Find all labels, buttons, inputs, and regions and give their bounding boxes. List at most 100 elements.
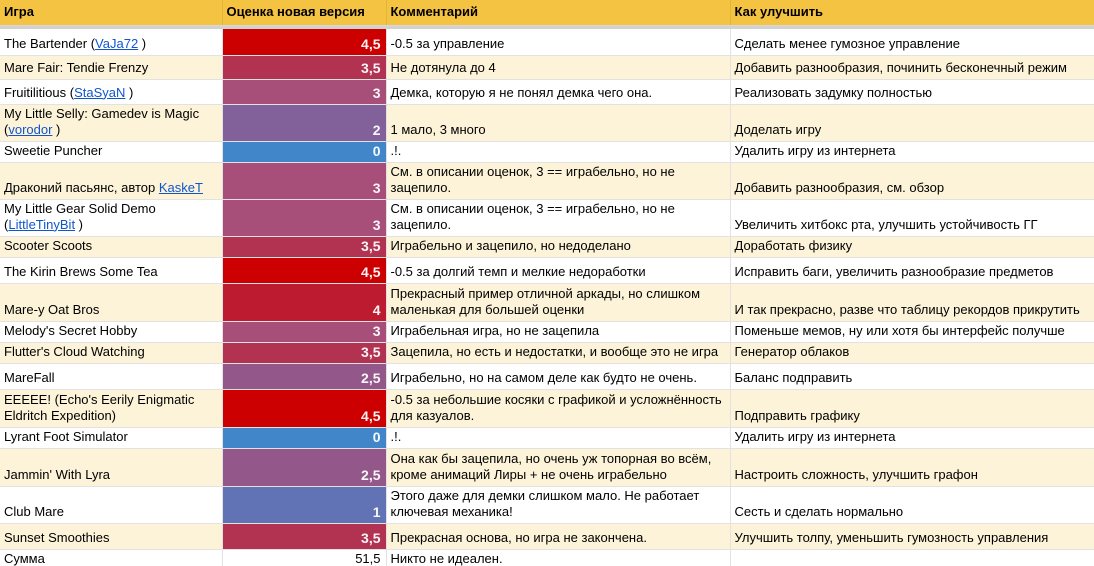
improvement-cell[interactable]: Сесть и сделать нормально: [730, 486, 1094, 524]
comment-cell[interactable]: См. в описании оценок, 3 == играбельно, …: [386, 199, 731, 237]
game-cell[interactable]: Flutter's Cloud Watching: [0, 342, 223, 364]
rating-cell[interactable]: 1: [222, 486, 387, 524]
comment-cell[interactable]: Этого даже для демки слишком мало. Не ра…: [386, 486, 731, 524]
column-header-rating[interactable]: Оценка новая версия: [222, 0, 387, 26]
table-row: Flutter's Cloud Watching 3,5 Зацепила, н…: [0, 342, 1094, 364]
improvement-cell[interactable]: Баланс подправить: [730, 363, 1094, 390]
improvement-cell[interactable]: Поменьше мемов, ну или хотя бы интерфейс…: [730, 321, 1094, 343]
rating-cell[interactable]: 0: [222, 141, 387, 163]
table-row: EEEEE! (Echo's Eerily Enigmatic Eldritch…: [0, 389, 1094, 428]
rating-cell[interactable]: 0: [222, 427, 387, 449]
rating-cell[interactable]: 4: [222, 283, 387, 322]
column-header-improve[interactable]: Как улучшить: [730, 0, 1094, 26]
game-name-suffix: ): [125, 84, 134, 100]
game-name-suffix: ): [52, 121, 61, 137]
rating-cell[interactable]: 3: [222, 79, 387, 105]
table-row: Club Mare 1 Этого даже для демки слишком…: [0, 486, 1094, 524]
improvement-cell[interactable]: Исправить баги, увеличить разнообразие п…: [730, 257, 1094, 284]
game-cell[interactable]: My Little Selly: Gamedev is Magic (vorod…: [0, 104, 223, 142]
improvement-cell[interactable]: Добавить разнообразия, см. обзор: [730, 162, 1094, 200]
game-cell[interactable]: Mare-y Oat Bros: [0, 283, 223, 322]
column-header-game[interactable]: Игра: [0, 0, 223, 26]
table-row: Mare Fair: Tendie Frenzy 3,5 Не дотянула…: [0, 55, 1094, 80]
rating-cell[interactable]: 3: [222, 162, 387, 200]
improvement-cell[interactable]: Реализовать задумку полностью: [730, 79, 1094, 105]
rating-cell[interactable]: 3,5: [222, 523, 387, 550]
comment-cell[interactable]: Она как бы зацепила, но очень уж топорна…: [386, 448, 731, 487]
game-cell[interactable]: Драконий пасьянс, автор KaskeT: [0, 162, 223, 200]
improvement-cell[interactable]: Настроить сложность, улучшить графон: [730, 448, 1094, 487]
improvement-cell[interactable]: Сделать менее гумозное управление: [730, 29, 1094, 56]
comment-cell[interactable]: Играбельно, но на самом деле как будто н…: [386, 363, 731, 390]
game-cell[interactable]: Sweetie Puncher: [0, 141, 223, 163]
comment-cell[interactable]: .!.: [386, 427, 731, 449]
rating-cell[interactable]: 3,5: [222, 342, 387, 364]
comment-cell[interactable]: Никто не идеален.: [386, 549, 731, 566]
comment-cell[interactable]: Демка, которую я не понял демка чего она…: [386, 79, 731, 105]
comment-cell[interactable]: Прекрасная основа, но игра не закончена.: [386, 523, 731, 550]
comment-cell[interactable]: См. в описании оценок, 3 == играбельно, …: [386, 162, 731, 200]
improvement-cell[interactable]: Удалить игру из интернета: [730, 427, 1094, 449]
game-cell[interactable]: Scooter Scoots: [0, 236, 223, 258]
improvement-cell[interactable]: Улучшить толпу, уменьшить гумозность упр…: [730, 523, 1094, 550]
game-cell[interactable]: Сумма: [0, 549, 223, 566]
comment-cell[interactable]: 1 мало, 3 много: [386, 104, 731, 142]
author-link[interactable]: StaSyaN: [74, 84, 126, 100]
rating-cell[interactable]: 2,5: [222, 448, 387, 487]
author-link[interactable]: KaskeT: [158, 179, 203, 195]
game-name: Драконий пасьянс, автор: [4, 179, 159, 195]
comment-cell[interactable]: Играбельная игра, но не зацепила: [386, 321, 731, 343]
rating-cell[interactable]: 2: [222, 104, 387, 142]
game-name: Сумма: [4, 550, 45, 566]
game-cell[interactable]: Lyrant Foot Simulator: [0, 427, 223, 449]
improvement-cell[interactable]: Добавить разнообразия, починить бесконеч…: [730, 55, 1094, 80]
improvement-cell[interactable]: Увеличить хитбокс рта, улучшить устойчив…: [730, 199, 1094, 237]
rating-cell[interactable]: 3: [222, 321, 387, 343]
game-cell[interactable]: Club Mare: [0, 486, 223, 524]
game-name: Flutter's Cloud Watching: [4, 343, 145, 359]
rating-cell[interactable]: 3,5: [222, 55, 387, 80]
game-cell[interactable]: My Little Gear Solid Demo (LittleTinyBit…: [0, 199, 223, 237]
game-name: Club Mare: [4, 503, 64, 519]
table-row: MareFall 2,5 Играбельно, но на самом дел…: [0, 363, 1094, 390]
game-cell[interactable]: The Bartender (VaJa72 ): [0, 29, 223, 56]
improvement-cell[interactable]: Генератор облаков: [730, 342, 1094, 364]
comment-cell[interactable]: -0.5 за небольшие косяки с графикой и ус…: [386, 389, 731, 428]
improvement-cell[interactable]: И так прекрасно, разве что таблицу рекор…: [730, 283, 1094, 322]
game-cell[interactable]: Sunset Smoothies: [0, 523, 223, 550]
comment-cell[interactable]: .!.: [386, 141, 731, 163]
comment-cell[interactable]: Играбельно и зацепило, но недоделано: [386, 236, 731, 258]
rating-cell[interactable]: 4,5: [222, 257, 387, 284]
game-name: Mare Fair: Tendie Frenzy: [4, 59, 149, 75]
improvement-cell[interactable]: Доработать физику: [730, 236, 1094, 258]
rating-cell[interactable]: 4,5: [222, 29, 387, 56]
improvement-cell[interactable]: Доделать игру: [730, 104, 1094, 142]
game-cell[interactable]: Jammin' With Lyra: [0, 448, 223, 487]
game-cell[interactable]: Melody's Secret Hobby: [0, 321, 223, 343]
column-header-comment[interactable]: Комментарий: [386, 0, 731, 26]
game-cell[interactable]: The Kirin Brews Some Tea: [0, 257, 223, 284]
improvement-cell[interactable]: Удалить игру из интернета: [730, 141, 1094, 163]
author-link[interactable]: LittleTinyBit: [8, 216, 76, 232]
author-link[interactable]: vorodor: [8, 121, 53, 137]
comment-cell[interactable]: Прекрасный пример отличной аркады, но сл…: [386, 283, 731, 322]
rating-cell[interactable]: 2,5: [222, 363, 387, 390]
comment-cell[interactable]: Зацепила, но есть и недостатки, и вообще…: [386, 342, 731, 364]
rating-cell[interactable]: 4,5: [222, 389, 387, 428]
table-row: Sunset Smoothies 3,5 Прекрасная основа, …: [0, 523, 1094, 550]
comment-cell[interactable]: Не дотянула до 4: [386, 55, 731, 80]
rating-cell[interactable]: 51,5: [222, 549, 387, 566]
header-row: Игра Оценка новая версия Комментарий Как…: [0, 0, 1094, 26]
game-cell[interactable]: Mare Fair: Tendie Frenzy: [0, 55, 223, 80]
game-cell[interactable]: Fruitilitious (StaSyaN ): [0, 79, 223, 105]
game-cell[interactable]: MareFall: [0, 363, 223, 390]
rating-cell[interactable]: 3: [222, 199, 387, 237]
comment-cell[interactable]: -0.5 за долгий темп и мелкие недоработки: [386, 257, 731, 284]
improvement-cell[interactable]: [730, 549, 1094, 566]
improvement-cell[interactable]: Подправить графику: [730, 389, 1094, 428]
author-link[interactable]: VaJa72: [95, 35, 139, 51]
game-cell[interactable]: EEEEE! (Echo's Eerily Enigmatic Eldritch…: [0, 389, 223, 428]
game-name: Scooter Scoots: [4, 237, 93, 253]
comment-cell[interactable]: -0.5 за управление: [386, 29, 731, 56]
rating-cell[interactable]: 3,5: [222, 236, 387, 258]
